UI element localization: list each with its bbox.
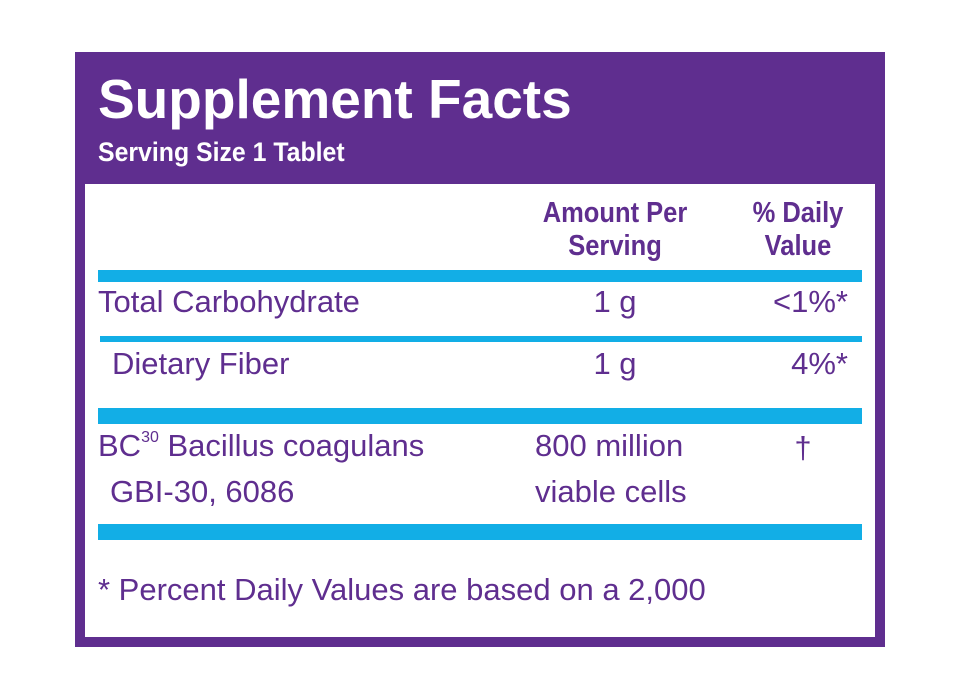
column-header-amount: Amount Per Serving <box>523 197 708 263</box>
row-total-carbohydrate-name: Total Carbohydrate <box>98 284 360 319</box>
row-bacillus-amount-line2: viable cells <box>535 474 687 509</box>
row-dietary-fiber-dv: 4%* <box>791 346 848 381</box>
row-bacillus-name-line1: BC30 Bacillus coagulans <box>98 428 424 464</box>
row-bacillus-name-line2: GBI-30, 6086 <box>110 474 295 509</box>
row-bacillus-name-prefix: BC <box>98 428 142 463</box>
row-dietary-fiber-amount: 1 g <box>593 346 637 381</box>
column-header-amount-line2: Serving <box>568 230 662 262</box>
serving-size: Serving Size 1 Tablet <box>98 137 345 167</box>
column-header-dv-line2: Value <box>764 230 832 262</box>
thin-divider <box>100 336 862 342</box>
column-header-amount-line1: Amount Per <box>542 197 688 229</box>
supplement-facts-panel: Supplement Facts Serving Size 1 Tablet A… <box>75 52 885 647</box>
column-header-daily-value: % Daily Value <box>728 197 869 263</box>
row-total-carbohydrate-dv: <1%* <box>773 284 848 319</box>
thick-divider-top <box>98 270 862 282</box>
facts-table: Supplement Facts Serving Size 1 Tablet A… <box>85 62 875 637</box>
thick-divider-middle <box>98 408 862 424</box>
row-bacillus-amount-line1: 800 million <box>535 428 684 463</box>
row-bacillus-dv: † <box>794 430 812 465</box>
panel-title: Supplement Facts <box>98 68 572 130</box>
column-header-dv-line1: % Daily <box>752 197 844 229</box>
footnote: * Percent Daily Values are based on a 2,… <box>98 572 706 607</box>
facts-header: Supplement Facts Serving Size 1 Tablet <box>85 62 875 184</box>
thick-divider-bottom <box>98 524 862 540</box>
row-dietary-fiber-name: Dietary Fiber <box>112 346 290 381</box>
row-bacillus-name-superscript: 30 <box>141 429 159 446</box>
row-bacillus-name-rest: Bacillus coagulans <box>158 428 425 463</box>
row-total-carbohydrate-amount: 1 g <box>593 284 637 319</box>
